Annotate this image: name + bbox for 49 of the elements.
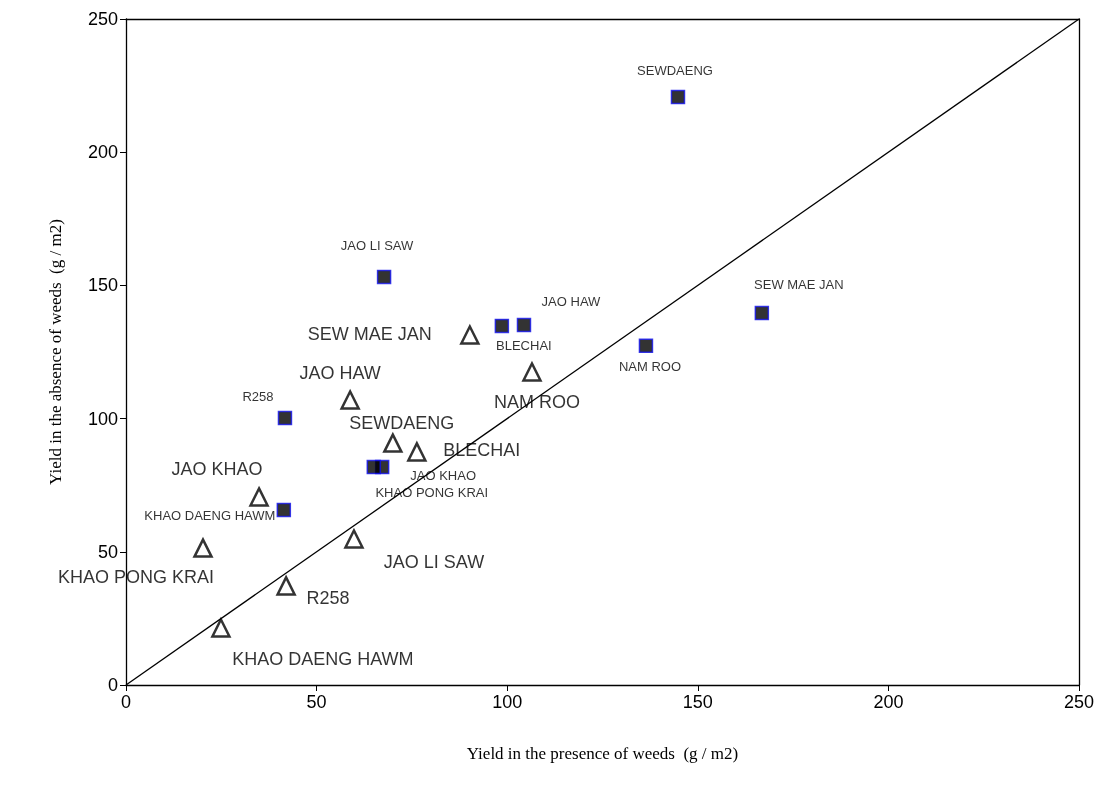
point: [366, 459, 382, 475]
point: [344, 529, 364, 549]
x-tick-label: 0: [120, 692, 132, 712]
data-label: NAM ROO: [618, 359, 682, 375]
point: [407, 442, 427, 462]
data-label: SEWDAENG: [637, 62, 713, 78]
point: [249, 487, 269, 507]
point: [211, 618, 231, 638]
x-tick-label: 200: [873, 692, 904, 712]
point: [754, 305, 770, 321]
point: [516, 317, 532, 333]
point: [638, 338, 654, 354]
y-tick-label: 0: [107, 675, 118, 695]
data-label: R258: [306, 587, 350, 608]
x-tick-label: 250: [1063, 692, 1095, 712]
data-label: JAO HAW: [541, 293, 602, 309]
x-tick-label: 150: [682, 692, 713, 712]
data-label: JAO LI SAW: [340, 238, 415, 254]
point: [460, 325, 480, 345]
y-tick-label: 150: [87, 275, 118, 296]
x-tick-label: 100: [492, 692, 523, 712]
point: [522, 362, 542, 382]
y-tick-label: 200: [87, 142, 118, 163]
data-label: JAO HAW: [299, 362, 381, 383]
data-label: R258: [242, 388, 274, 404]
data-label: KHAO DAENG HAWM: [232, 648, 414, 669]
x-axis-title: Yield in the presence of weeds (g / m2): [466, 744, 739, 763]
data-label: NAM ROO: [493, 391, 580, 412]
y-axis-title: Yield in the absence of weeds (g / m2): [46, 219, 65, 485]
data-label: SEW MAE JAN: [754, 276, 844, 292]
x-tick-label: 50: [306, 692, 327, 712]
point: [276, 502, 292, 518]
point: [340, 390, 360, 410]
data-label: JAO LI SAW: [383, 552, 485, 573]
point: [494, 318, 510, 334]
point: [277, 410, 293, 426]
data-label: SEW MAE JAN: [307, 323, 432, 344]
y-tick-label: 50: [97, 541, 118, 562]
point: [276, 576, 296, 596]
data-label: KHAO DAENG HAWM: [144, 508, 276, 524]
y-tick-label: 250: [87, 9, 118, 29]
point: [193, 538, 213, 558]
point: [383, 433, 403, 453]
point: [376, 269, 392, 285]
y-tick-label: 100: [87, 408, 118, 429]
data-label: BLECHAI: [496, 338, 552, 354]
data-label: JAO KHAO: [171, 458, 263, 479]
data-label: SEWDAENG: [349, 413, 455, 434]
point: [670, 89, 686, 105]
